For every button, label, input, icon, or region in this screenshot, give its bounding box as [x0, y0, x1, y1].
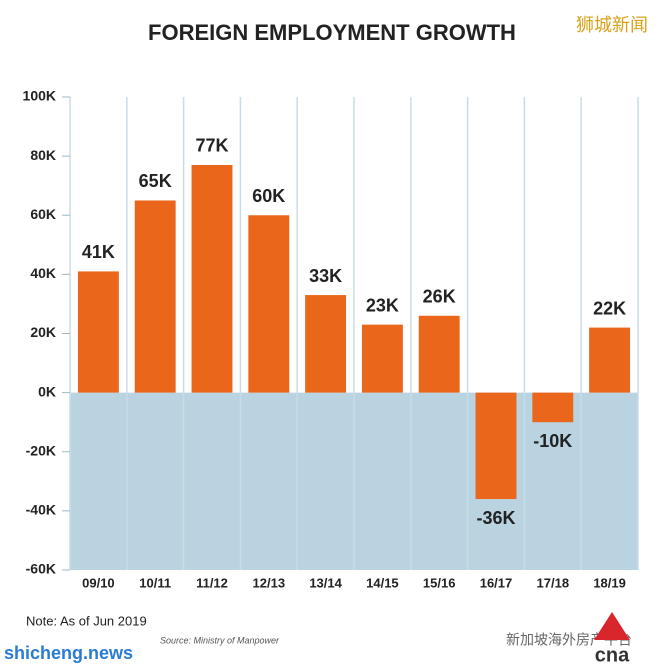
watermark: 狮城新闻 — [576, 15, 648, 35]
logo-icon — [594, 612, 630, 640]
value-label: 26K — [423, 287, 456, 307]
x-tick-label: 12/13 — [253, 575, 286, 590]
x-tick-label: 17/18 — [537, 575, 570, 590]
x-tick-label: 18/19 — [593, 575, 626, 590]
bar — [77, 271, 119, 393]
source: Source: Ministry of Manpower — [160, 635, 280, 645]
y-tick-label: 80K — [30, 147, 56, 163]
y-tick-label: 60K — [30, 206, 56, 222]
bar — [475, 392, 517, 500]
logo: cna — [595, 644, 630, 666]
y-tick-label: 0K — [38, 383, 56, 399]
x-tick-label: 15/16 — [423, 575, 456, 590]
bar — [361, 324, 403, 393]
value-label: 60K — [252, 186, 285, 206]
x-tick-label: 10/11 — [139, 575, 171, 590]
chart-title: FOREIGN EMPLOYMENT GROWTH — [148, 20, 516, 45]
x-tick-label: 09/10 — [82, 575, 115, 590]
value-label: -36K — [476, 508, 515, 528]
bar — [305, 295, 347, 393]
bar — [532, 392, 574, 423]
bar — [191, 164, 233, 393]
value-label: 65K — [139, 171, 172, 191]
x-tick-label: 16/17 — [480, 575, 513, 590]
value-label: 77K — [195, 136, 228, 156]
bar — [589, 327, 631, 393]
x-tick-label: 13/14 — [309, 575, 342, 590]
bar — [134, 200, 176, 393]
y-tick-label: -40K — [26, 502, 56, 518]
value-label: -10K — [533, 431, 572, 451]
y-tick-label: -60K — [26, 561, 56, 577]
y-tick-label: 20K — [30, 324, 56, 340]
bar — [418, 315, 460, 393]
y-tick-label: 40K — [30, 265, 56, 281]
watermark: shicheng.news — [4, 643, 133, 663]
value-label: 22K — [593, 298, 626, 318]
bar — [248, 215, 290, 393]
y-tick-label: 100K — [23, 88, 56, 104]
value-label: 33K — [309, 266, 342, 286]
y-tick-label: -20K — [26, 442, 56, 458]
value-label: 41K — [82, 242, 115, 262]
note: Note: As of Jun 2019 — [26, 613, 147, 628]
x-tick-label: 11/12 — [196, 575, 228, 590]
x-tick-label: 14/15 — [366, 575, 399, 590]
value-label: 23K — [366, 295, 399, 315]
